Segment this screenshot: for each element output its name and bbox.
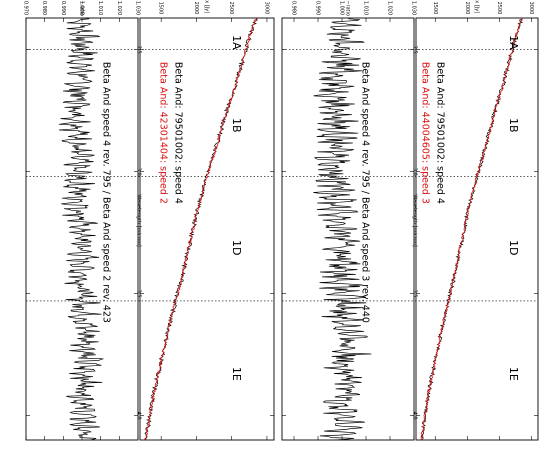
flux-tick-label: 1500 — [158, 2, 164, 15]
legend-entry: Beta And: 79501002: speed 4 — [435, 62, 446, 204]
band-label: 1B — [507, 118, 520, 133]
ratio-spectrum-line — [58, 17, 104, 441]
panel-2 — [281, 17, 539, 441]
ratio-tick-label: 1.010 — [363, 1, 369, 15]
ratio-annotation: Beta And speed 4 rev. 795 / Beta And spe… — [101, 62, 112, 323]
band-label: 1E — [230, 367, 243, 381]
ratio-spectrum-line — [313, 17, 372, 441]
ratio-annotation: Beta And speed 4 rev. 795 / Beta And spe… — [360, 62, 371, 323]
flux-tick-label: 1500 — [432, 2, 438, 15]
ratio-tick-label: 0.970 — [23, 1, 29, 15]
wavelength-tick-label: 3.5 — [136, 290, 142, 298]
band-label: 1D — [507, 240, 520, 255]
spectrum-line-black — [420, 17, 523, 440]
ratio-plot-frame — [281, 17, 415, 441]
ratio-tick-label: 0.990 — [60, 1, 66, 15]
flux-tick-label: 2000 — [464, 2, 470, 15]
band-label: 1E — [507, 367, 520, 381]
ratio-tick-label: 0.980 — [41, 1, 47, 15]
flux-plot-frame — [415, 17, 539, 441]
flux-tick-label: 2000 — [193, 2, 199, 15]
ratio-tick-label: 1.010 — [97, 1, 103, 15]
ratio-tick-label: 1.030 — [135, 1, 141, 15]
spectrum-line-red — [420, 17, 523, 441]
flux-tick-label: 2500 — [228, 2, 234, 15]
wavelength-axis-label: Wavelength [micron] — [412, 194, 418, 246]
wavelength-tick-label: 4.0 — [412, 412, 418, 420]
wavelength-tick-label: 3.0 — [412, 168, 418, 176]
panel-1 — [25, 17, 275, 441]
ratio-tick-label: 1.030 — [411, 1, 417, 15]
legend-entry: Beta And: 79501002: speed 4 — [173, 62, 184, 204]
ratio-tick-label: 1.020 — [387, 1, 393, 15]
wavelength-tick-label: 3.0 — [136, 168, 142, 176]
legend-entry: Beta And: 44004605: speed 3 — [420, 62, 431, 204]
ratio-axis-label: Flux−ratio — [345, 0, 351, 16]
flux-tick-label: 3000 — [528, 2, 534, 15]
wavelength-tick-label: 3.5 — [412, 290, 418, 298]
flux-tick-label: 3000 — [263, 2, 269, 15]
wavelength-tick-label: 2.5 — [412, 46, 418, 54]
band-label: 1A — [507, 35, 520, 50]
wavelength-axis-label: Wavelength [micron] — [136, 194, 142, 246]
ratio-tick-label: 1.000 — [339, 1, 345, 15]
band-label: 1B — [230, 118, 243, 133]
band-label: 1D — [230, 240, 243, 255]
wavelength-tick-label: 4.0 — [136, 412, 142, 420]
ratio-tick-label: 1.000 — [79, 1, 85, 15]
ratio-axis-label: Flux−ratio — [79, 0, 85, 16]
spectrum-line-red — [144, 17, 258, 441]
flux-plot-frame — [139, 17, 275, 441]
ratio-tick-label: 1.020 — [116, 1, 122, 15]
legend-entry: Beta And: 42301404: speed 2 — [158, 62, 169, 204]
band-label: 1A — [230, 35, 243, 50]
flux-axis-label: Flux [Jy] — [204, 0, 210, 13]
flux-axis-label: Flux [Jy] — [474, 0, 480, 13]
wavelength-tick-label: 2.5 — [136, 46, 142, 54]
ratio-tick-label: 0.990 — [315, 1, 321, 15]
flux-tick-label: 2500 — [496, 2, 502, 15]
ratio-tick-label: 0.980 — [291, 1, 297, 15]
